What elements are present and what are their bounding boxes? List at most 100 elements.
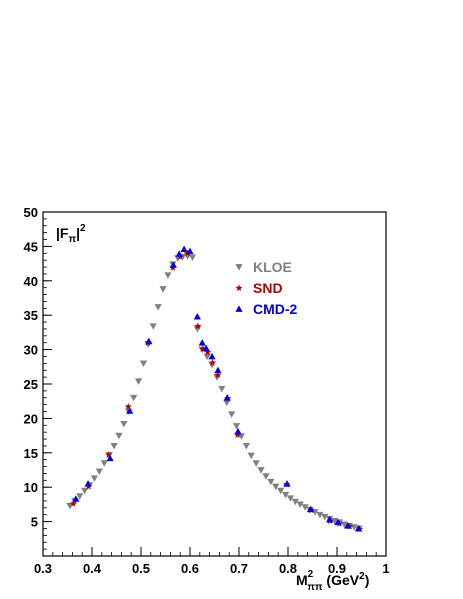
data-point <box>134 378 143 385</box>
legend-marker-kloe <box>235 264 243 271</box>
data-point <box>95 468 103 475</box>
data-point <box>272 483 280 491</box>
data-point <box>233 431 242 438</box>
data-point <box>199 345 207 352</box>
data-point <box>120 421 128 428</box>
data-point <box>223 394 231 401</box>
x-tick-label: 1 <box>382 561 389 576</box>
x-tick-label: 0.9 <box>328 561 346 576</box>
y-tick-label: 50 <box>24 205 38 220</box>
data-point <box>194 322 202 330</box>
y-tick-label: 20 <box>24 411 38 426</box>
legend-marker-snd <box>235 284 243 292</box>
data-point <box>130 394 138 402</box>
legend-label-kloe: KLOE <box>253 259 292 275</box>
data-point <box>228 411 236 418</box>
data-point <box>267 478 275 486</box>
data-point <box>234 427 242 435</box>
y-tick-label: 25 <box>24 377 38 392</box>
data-point <box>208 352 216 360</box>
data-point <box>180 245 188 253</box>
legend: KLOE SND CMD-2 <box>235 259 298 317</box>
data-point <box>164 272 172 279</box>
data-point <box>252 460 260 467</box>
data-point <box>110 443 118 450</box>
y-tick-label: 40 <box>24 274 38 289</box>
series-snd <box>69 249 364 533</box>
data-point <box>69 499 77 507</box>
data-point <box>175 250 183 257</box>
data-point <box>188 254 197 262</box>
x-tick-label: 0.7 <box>230 561 248 576</box>
data-point <box>72 495 80 502</box>
y-tick-label: 45 <box>24 239 38 254</box>
data-point <box>76 493 84 500</box>
data-point <box>214 366 222 374</box>
data-point <box>100 460 108 467</box>
data-point <box>145 337 153 345</box>
data-point <box>124 402 132 410</box>
data-points <box>66 245 364 533</box>
data-point <box>232 423 241 430</box>
data-point <box>126 407 134 414</box>
data-point <box>204 348 212 356</box>
data-point <box>262 473 270 480</box>
data-point <box>326 515 334 523</box>
data-point <box>237 433 246 440</box>
data-point <box>186 247 194 255</box>
data-point <box>306 505 315 513</box>
legend-label-cmd-2: CMD-2 <box>253 301 298 317</box>
axis-tick-labels: 0.3 0.4 0.5 0.6 0.7 0.8 0.9 1510152025303540455… <box>24 205 390 576</box>
x-tick-label: 0.3 <box>34 561 52 576</box>
axis-ticks <box>42 211 387 557</box>
y-tick-label: 15 <box>24 446 38 461</box>
data-point <box>90 475 99 482</box>
data-point <box>84 480 92 487</box>
series-kloe <box>66 253 363 533</box>
data-point <box>154 304 162 311</box>
data-point <box>242 443 250 450</box>
data-point <box>66 502 74 510</box>
data-point <box>247 452 255 460</box>
data-point <box>115 432 123 440</box>
legend-label-snd: SND <box>253 280 283 296</box>
y-tick-label: 35 <box>24 308 38 323</box>
data-point <box>286 495 295 502</box>
data-point <box>301 504 309 511</box>
data-point <box>283 480 291 487</box>
data-point <box>202 344 210 352</box>
data-point <box>203 353 211 361</box>
data-point <box>159 286 167 293</box>
x-tick-label: 0.5 <box>132 561 150 576</box>
data-point <box>321 513 329 521</box>
data-point <box>214 371 222 379</box>
data-point <box>296 501 304 508</box>
data-point <box>277 487 285 495</box>
x-tick-label: 0.4 <box>83 561 102 576</box>
data-point <box>218 385 226 393</box>
data-point <box>223 399 231 407</box>
data-point <box>208 358 217 366</box>
x-tick-label: 0.6 <box>181 561 199 576</box>
plot-frame <box>42 211 387 557</box>
data-point <box>257 467 265 474</box>
legend-marker-cmd-2 <box>235 305 243 312</box>
data-point <box>149 323 157 330</box>
y-tick-label: 10 <box>24 480 38 495</box>
data-point <box>291 498 299 506</box>
x-tick-label: 0.8 <box>279 561 297 576</box>
y-axis-title: |Fπ|2 <box>56 223 86 245</box>
data-point <box>354 524 363 532</box>
data-point <box>198 339 206 346</box>
series-cmd-2 <box>72 245 363 532</box>
data-point <box>316 511 324 519</box>
data-point <box>105 451 113 458</box>
y-tick-label: 5 <box>31 515 38 530</box>
data-point <box>139 360 148 367</box>
data-point <box>106 454 114 462</box>
data-point <box>334 518 342 526</box>
data-point <box>281 491 290 499</box>
x-axis-title: M2 ππ (GeV2) <box>296 569 369 593</box>
data-point <box>344 522 352 529</box>
